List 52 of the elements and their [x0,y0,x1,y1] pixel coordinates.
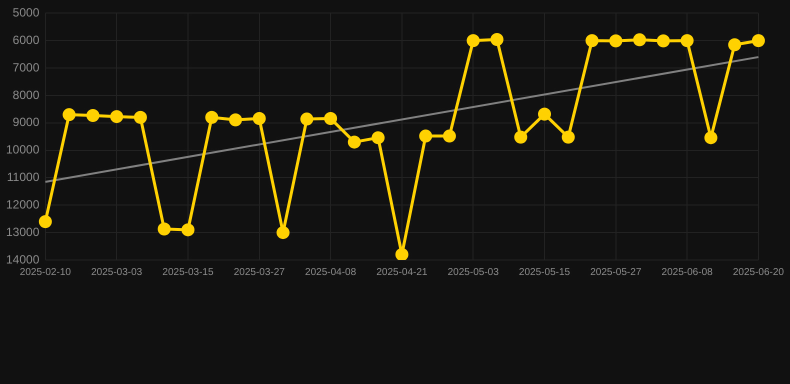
y-tick-label: 11000 [6,170,40,184]
point [490,33,504,46]
point [680,34,694,48]
point [276,226,290,240]
x-tick-label: 2025-05-15 [518,266,571,278]
y-tick-label: 12000 [6,197,40,212]
x-tick-label: 2025-04-21 [376,266,428,278]
point [586,34,599,48]
point [324,112,338,125]
point [419,130,432,143]
point [538,108,552,121]
point [134,110,147,124]
x-tick-label: 2025-06-20 [732,266,784,278]
point [205,110,218,124]
y-tick-label: 9000 [12,115,40,130]
point [38,215,52,228]
y-tick-label: 6000 [12,32,40,47]
point [609,34,622,48]
x-tick-label: 2025-03-15 [162,266,214,278]
x-tick-label: 2025-05-03 [448,266,500,278]
point [181,223,194,236]
point [633,33,646,46]
point [158,222,171,236]
x-tick-label: 2025-03-27 [234,266,286,278]
y-tick-label: 14000 [6,252,40,266]
point [252,112,266,125]
point [229,113,242,126]
point [514,130,528,144]
point [466,34,480,48]
point [728,38,742,52]
x-tick-label: 2025-04-08 [305,266,357,278]
point [752,34,765,48]
point [704,131,718,144]
point [562,130,575,144]
y-tick-label: 8000 [12,88,40,102]
y-tick-label: 7000 [12,60,40,74]
point [300,112,314,126]
y-tick-label: 5000 [12,6,40,20]
y-tick-label: 13000 [6,224,40,239]
point [62,108,76,122]
x-tick-label: 2025-06-08 [662,266,714,278]
point [395,248,408,260]
point [656,34,670,48]
y-tick-label: 10000 [6,142,40,157]
point [372,131,385,144]
x-tick-label: 2025-05-27 [590,266,642,278]
point [86,108,100,122]
x-tick-label: 2025-02-10 [20,266,72,278]
point [110,110,124,124]
x-tick-label: 2025-03-03 [91,266,143,278]
point [348,136,361,149]
point [442,130,456,143]
